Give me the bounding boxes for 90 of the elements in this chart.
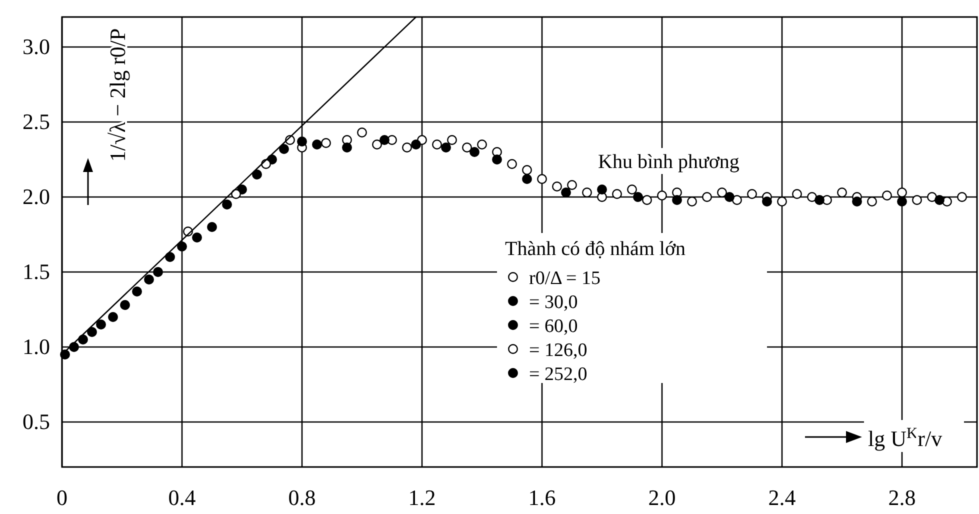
point	[724, 192, 734, 202]
y-tick-label: 1.5	[22, 259, 50, 284]
point	[321, 138, 331, 148]
point	[934, 195, 944, 205]
legend-label: = 60,0	[529, 316, 578, 337]
point	[717, 188, 727, 198]
point	[279, 144, 289, 154]
y-tick-label: 3.0	[22, 34, 50, 59]
x-tick-label: 0.4	[168, 485, 196, 510]
point	[470, 147, 480, 157]
y-tick-label: 1.0	[22, 334, 50, 359]
legend-label: = 30,0	[529, 292, 578, 313]
point	[882, 190, 892, 200]
x-tick-label: 0.8	[288, 485, 316, 510]
point	[492, 154, 502, 164]
x-tick-label: 2.4	[768, 485, 796, 510]
point	[702, 192, 712, 202]
point	[177, 242, 187, 252]
legend-label: = 252,0	[529, 364, 588, 385]
point	[642, 195, 652, 205]
point	[231, 189, 241, 199]
point	[672, 195, 682, 205]
point	[612, 189, 622, 199]
point	[372, 140, 382, 150]
point	[814, 195, 824, 205]
x-tick-label: 0	[56, 485, 68, 510]
point	[837, 188, 847, 198]
point	[957, 192, 967, 202]
point	[597, 184, 607, 194]
point	[462, 142, 472, 152]
point	[87, 327, 97, 337]
legend-title: Thành có độ nhám lớn	[505, 238, 686, 260]
point	[522, 165, 532, 175]
point	[732, 195, 742, 205]
point	[165, 252, 175, 262]
y-tick-label: 0.5	[22, 409, 50, 434]
legend-label: = 126,0	[529, 340, 588, 361]
point	[297, 136, 307, 146]
x-axis-title: lg U$^{K}$r/v	[868, 424, 942, 451]
point	[561, 188, 571, 198]
x-tick-label: 2.8	[888, 485, 916, 510]
point	[912, 195, 922, 205]
point	[477, 140, 487, 150]
point	[96, 320, 106, 330]
point	[762, 196, 772, 206]
point	[567, 180, 577, 190]
y-axis-title: 1/√λ − 2lg r0/P	[105, 28, 130, 162]
x-tick-label: 1.2	[408, 485, 436, 510]
point	[132, 286, 142, 296]
point	[380, 135, 390, 145]
point	[108, 312, 118, 322]
y-tick-label: 2.5	[22, 109, 50, 134]
point	[192, 232, 202, 242]
point	[792, 189, 802, 199]
point	[867, 196, 877, 206]
point	[312, 140, 322, 150]
point	[441, 142, 451, 152]
point	[927, 192, 937, 202]
point	[153, 267, 163, 277]
point	[222, 200, 232, 210]
point	[120, 300, 130, 310]
point	[357, 128, 367, 138]
point	[252, 170, 262, 180]
point	[411, 140, 421, 150]
point	[657, 190, 667, 200]
point	[582, 188, 592, 198]
y-tick-label: 2.0	[22, 184, 50, 209]
x-tick-label: 1.6	[528, 485, 556, 510]
point	[897, 188, 907, 198]
point	[552, 182, 562, 192]
point	[207, 222, 217, 232]
legend-label: r0/Δ = 15	[529, 268, 600, 289]
point	[807, 192, 817, 202]
point	[747, 189, 757, 199]
point	[897, 196, 907, 206]
point	[852, 196, 862, 206]
point	[507, 159, 517, 169]
point	[342, 142, 352, 152]
point	[537, 174, 547, 184]
point	[447, 135, 457, 145]
point	[777, 196, 787, 206]
point	[402, 142, 412, 152]
point	[687, 196, 697, 206]
point	[633, 192, 643, 202]
annotation: Khu bình phương	[598, 151, 740, 173]
point	[627, 184, 637, 194]
x-tick-label: 2.0	[648, 485, 676, 510]
point	[144, 274, 154, 284]
point	[432, 140, 442, 150]
point	[522, 174, 532, 184]
